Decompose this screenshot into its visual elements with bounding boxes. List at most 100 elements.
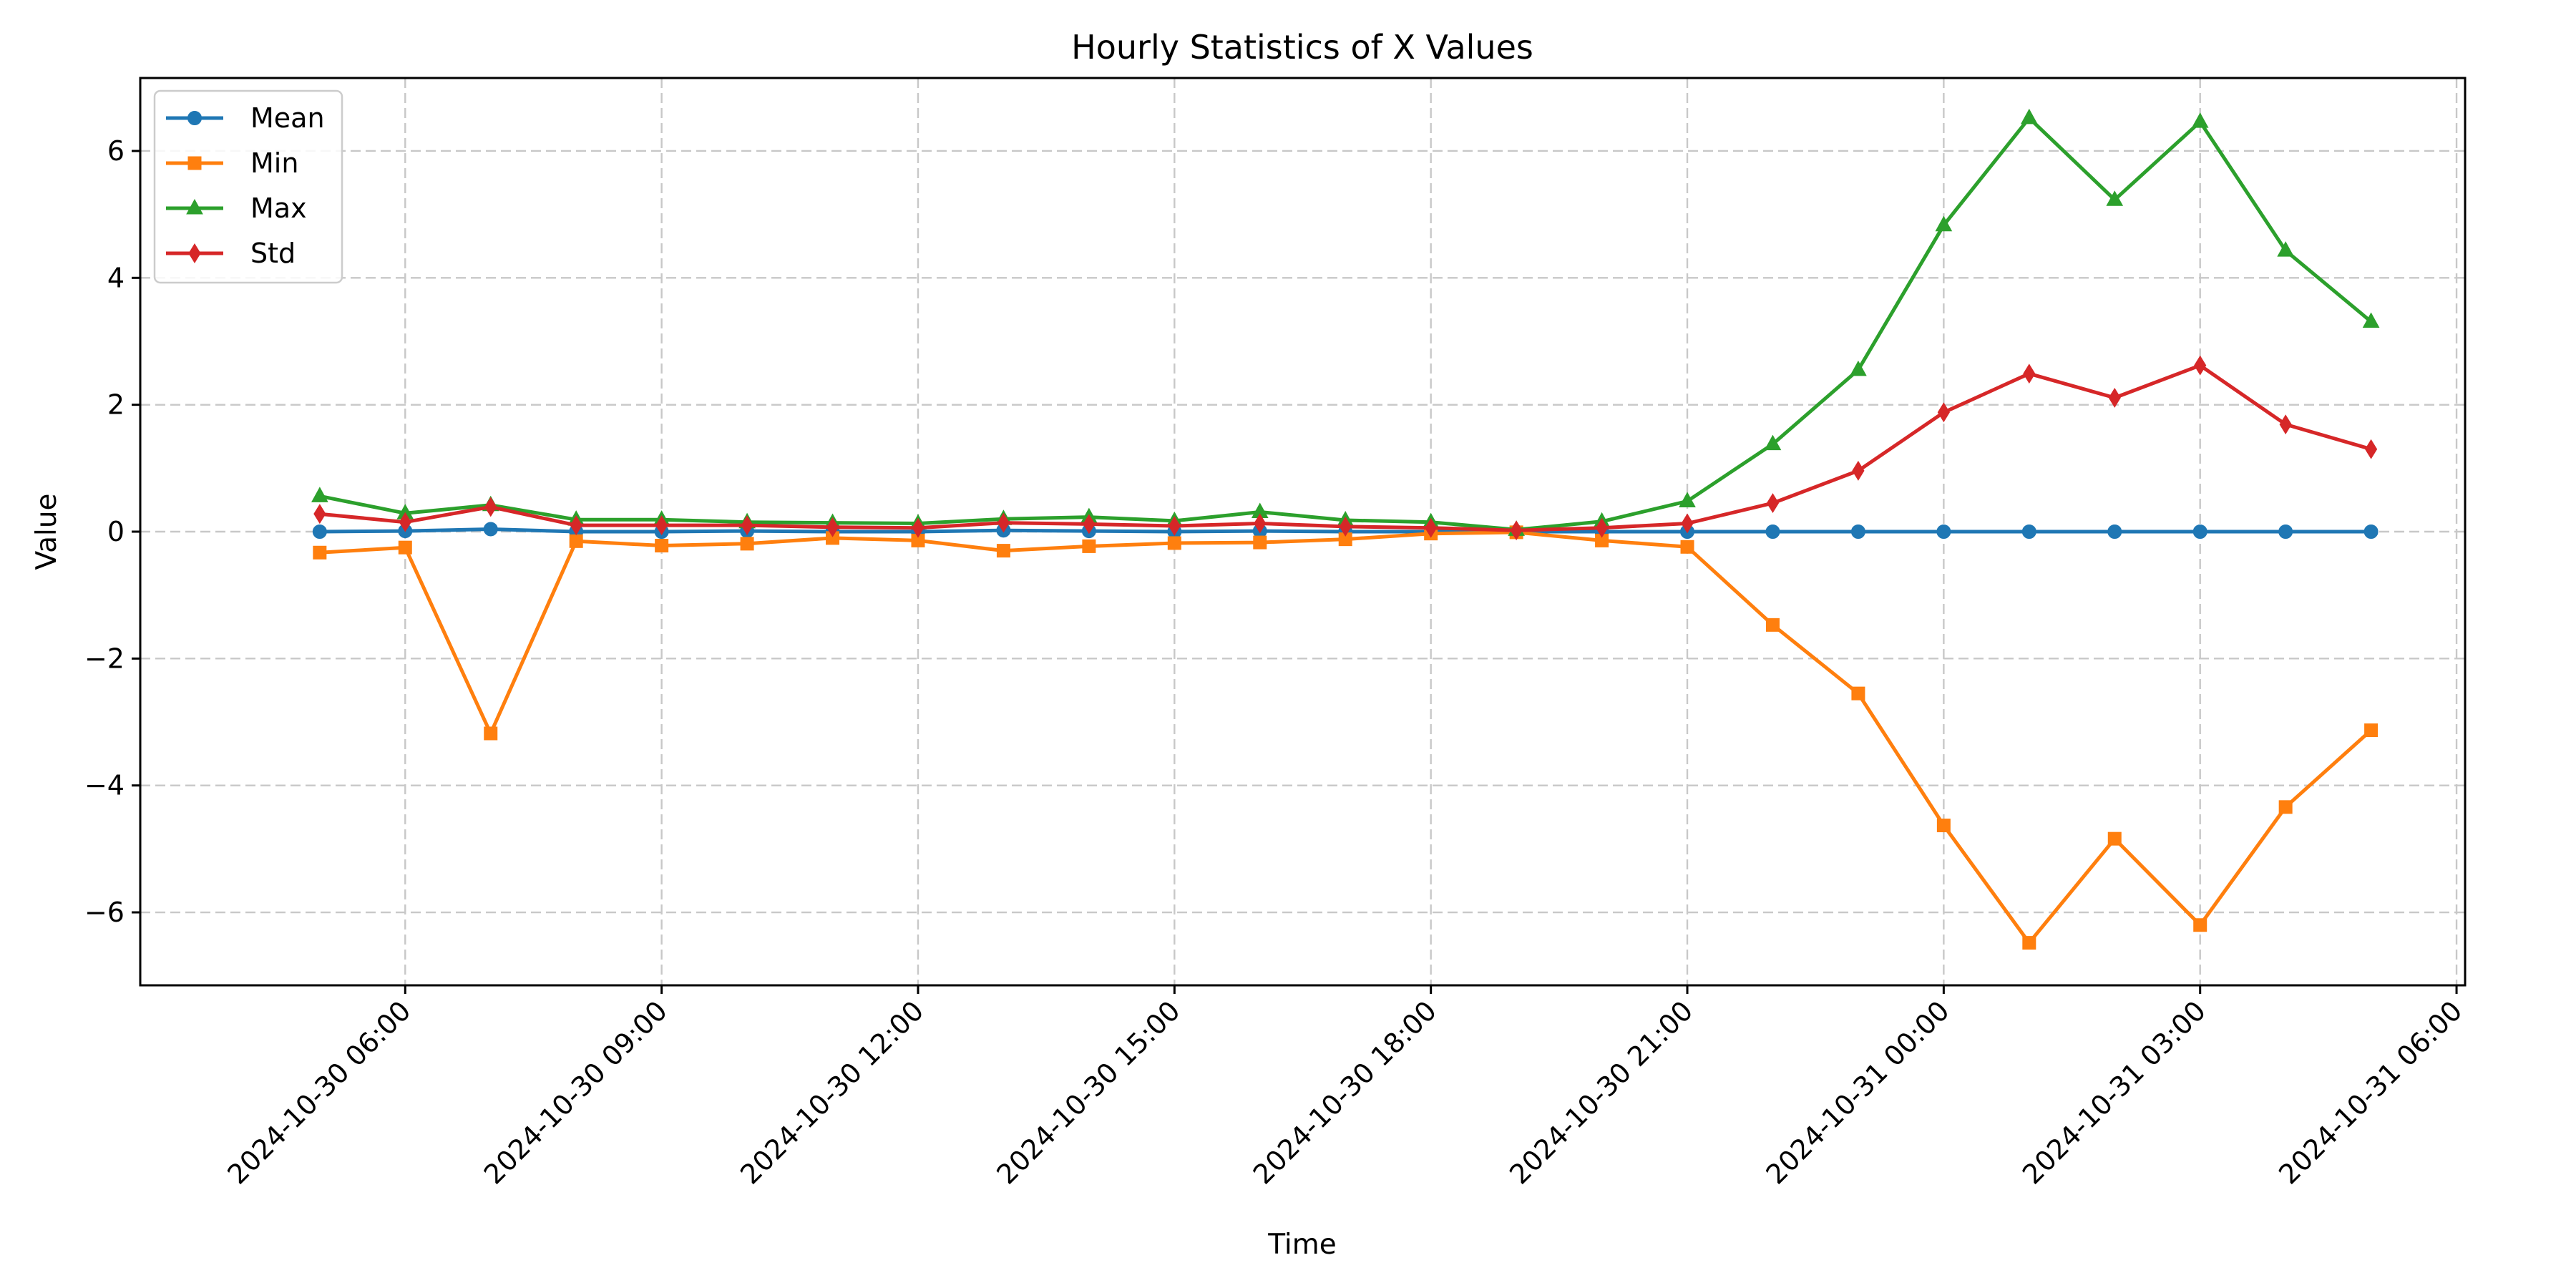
data-point-max — [2362, 312, 2380, 328]
data-point-mean — [312, 525, 327, 539]
data-point-std — [1254, 513, 1267, 534]
y-tick-label: −6 — [84, 897, 125, 928]
data-point-min — [1680, 540, 1694, 554]
x-tick-label: 2024-10-30 12:00 — [734, 995, 930, 1190]
data-point-std — [1083, 514, 1096, 535]
data-point-std — [1937, 402, 1950, 423]
series-min — [313, 525, 2379, 950]
x-tick-label: 2024-10-31 00:00 — [1760, 995, 1955, 1190]
data-point-mean — [1850, 525, 1865, 539]
data-point-max — [1679, 492, 1696, 507]
legend: Mean Min Max Std — [153, 89, 343, 284]
data-point-min — [1082, 539, 1096, 553]
x-tick-label: 2024-10-30 06:00 — [221, 995, 416, 1190]
y-tick-label: 2 — [107, 389, 125, 421]
legend-marker — [187, 156, 202, 170]
data-point-mean — [1936, 525, 1951, 539]
data-point-max — [2020, 108, 2038, 125]
data-point-mean — [483, 522, 498, 537]
data-point-std — [1766, 493, 1780, 514]
data-point-mean — [2363, 525, 2379, 539]
legend-box — [153, 89, 343, 284]
data-point-max — [1850, 360, 1867, 376]
data-point-min — [996, 544, 1010, 558]
data-point-std — [997, 512, 1010, 533]
data-point-min — [655, 539, 669, 553]
data-point-std — [313, 504, 326, 525]
data-point-min — [398, 540, 412, 555]
legend-label: Min — [250, 147, 298, 179]
series-max — [311, 108, 2380, 536]
data-point-std — [2194, 355, 2207, 376]
data-point-std — [741, 515, 753, 536]
data-point-std — [2279, 414, 2292, 435]
data-point-min — [2107, 831, 2122, 846]
data-point-min — [569, 534, 583, 548]
plot-lines — [311, 108, 2380, 950]
data-point-min — [313, 545, 327, 560]
series-line-max — [319, 116, 2373, 532]
x-axis-label: Time — [1267, 1229, 1336, 1261]
data-point-mean — [2107, 525, 2122, 539]
data-point-min — [2278, 800, 2293, 814]
data-point-std — [570, 515, 582, 536]
x-tick-label: 2024-10-31 06:00 — [2273, 995, 2468, 1190]
x-tick-label: 2024-10-30 15:00 — [990, 995, 1186, 1190]
data-point-min — [1851, 686, 1865, 701]
data-point-min — [2364, 723, 2379, 738]
data-point-std — [1595, 517, 1609, 538]
y-ticks: 6 4 2 0 −2 −4 −6 — [84, 135, 140, 928]
data-point-min — [1936, 819, 1951, 833]
x-tick-label: 2024-10-30 09:00 — [478, 995, 673, 1190]
series-line-std — [319, 364, 2372, 532]
chart-title: Hourly Statistics of X Values — [1071, 28, 1533, 67]
data-point-std — [1339, 516, 1352, 537]
legend-marker — [186, 198, 203, 215]
data-point-std — [2108, 387, 2121, 408]
data-point-min — [1765, 618, 1780, 632]
y-tick-label: 6 — [107, 135, 125, 167]
data-point-max — [2277, 241, 2295, 257]
data-point-std — [826, 517, 839, 537]
x-tick-label: 2024-10-31 03:00 — [2016, 995, 2212, 1190]
x-ticks: 2024-10-30 06:00 2024-10-30 09:00 2024-10-… — [221, 985, 2468, 1191]
y-tick-label: 4 — [107, 262, 125, 293]
data-point-std — [484, 497, 497, 517]
y-tick-label: 0 — [107, 516, 125, 547]
data-point-mean — [1765, 525, 1780, 539]
data-point-max — [2191, 112, 2209, 128]
data-point-std — [1852, 460, 1865, 481]
data-point-min — [740, 537, 754, 551]
data-point-min — [1167, 536, 1181, 550]
data-point-min — [2193, 918, 2207, 932]
data-point-max — [1764, 434, 1782, 451]
data-point-std — [2023, 364, 2036, 384]
data-point-max — [1935, 215, 1953, 232]
data-point-std — [2365, 439, 2378, 459]
legend-marker — [187, 111, 202, 125]
x-tick-label: 2024-10-30 21:00 — [1503, 995, 1699, 1190]
series-line-min — [319, 530, 2373, 945]
data-point-mean — [2021, 525, 2036, 539]
data-point-mean — [2278, 525, 2293, 539]
legend-entry-max: Max — [166, 192, 307, 224]
data-point-std — [1425, 517, 1438, 538]
data-point-std — [399, 512, 411, 532]
data-point-min — [1253, 535, 1267, 550]
x-tick-label: 2024-10-30 18:00 — [1247, 995, 1443, 1190]
legend-entry-mean: Mean — [166, 102, 325, 134]
series-std — [313, 355, 2378, 541]
legend-entry-std: Std — [166, 238, 296, 269]
legend-label: Max — [250, 192, 307, 224]
legend-label: Mean — [250, 102, 325, 134]
data-point-max — [311, 487, 328, 502]
data-point-std — [1510, 520, 1523, 541]
data-point-std — [1681, 513, 1694, 534]
data-point-max — [2106, 190, 2124, 206]
data-point-mean — [2192, 525, 2207, 539]
y-axis-label: Value — [31, 493, 63, 570]
y-tick-label: −2 — [84, 643, 125, 674]
legend-label: Std — [250, 238, 296, 269]
legend-marker — [188, 243, 201, 263]
